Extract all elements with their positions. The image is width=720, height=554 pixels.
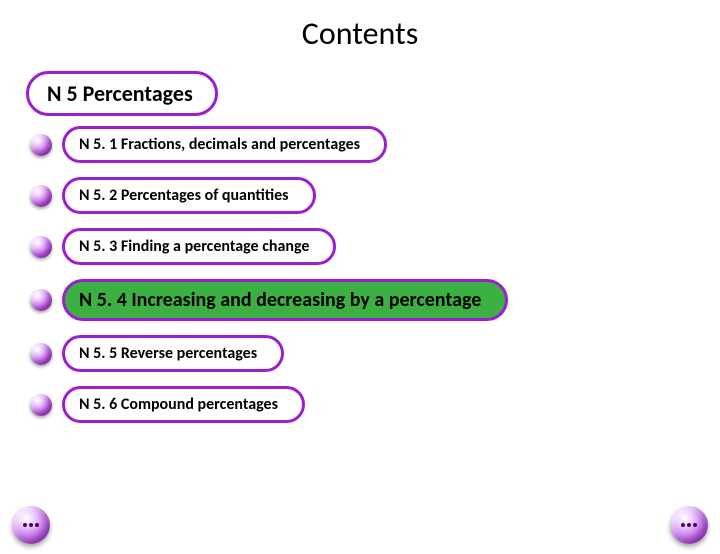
bullet-icon [30,343,52,365]
ellipsis-icon [23,523,39,527]
list-item-label: N 5. 2 Percentages of quantities [62,177,316,214]
contents-list: N 5. 1 Fractions, decimals and percentag… [30,126,720,423]
bullet-icon [30,236,52,258]
list-item-label: N 5. 4 Increasing and decreasing by a pe… [62,279,508,321]
list-item[interactable]: N 5. 6 Compound percentages [30,386,720,423]
ellipsis-icon [681,523,697,527]
bullet-icon [30,185,52,207]
bullet-icon [30,134,52,156]
section-header: N 5 Percentages [26,71,218,116]
list-item[interactable]: N 5. 1 Fractions, decimals and percentag… [30,126,720,163]
bullet-icon [30,289,52,311]
prev-button[interactable] [12,506,50,544]
next-button[interactable] [670,506,708,544]
bullet-icon [30,394,52,416]
page-title: Contents [0,14,720,53]
list-item[interactable]: N 5. 3 Finding a percentage change [30,228,720,265]
list-item[interactable]: N 5. 4 Increasing and decreasing by a pe… [30,279,720,321]
list-item[interactable]: N 5. 5 Reverse percentages [30,335,720,372]
list-item[interactable]: N 5. 2 Percentages of quantities [30,177,720,214]
list-item-label: N 5. 3 Finding a percentage change [62,228,336,265]
list-item-label: N 5. 5 Reverse percentages [62,335,284,372]
list-item-label: N 5. 1 Fractions, decimals and percentag… [62,126,387,163]
list-item-label: N 5. 6 Compound percentages [62,386,305,423]
